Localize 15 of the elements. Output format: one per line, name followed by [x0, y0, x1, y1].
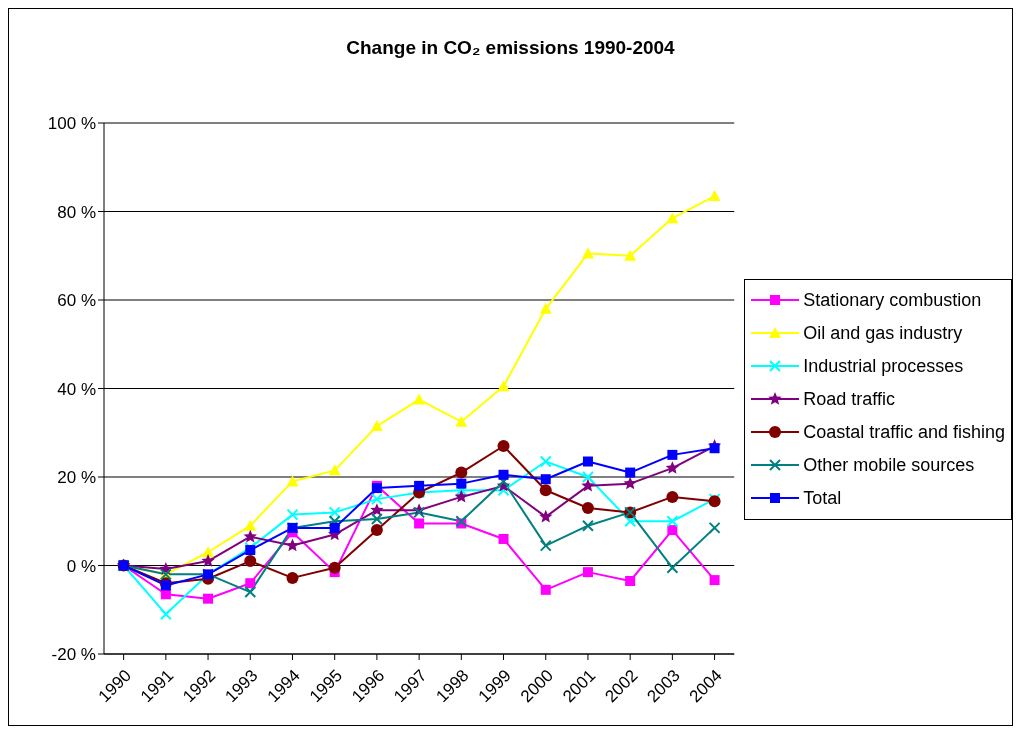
legend-label: Other mobile sources	[803, 454, 975, 476]
y-tick-label: 60 %	[57, 291, 96, 311]
legend-label: Road traffic	[803, 388, 895, 410]
legend-label: Coastal traffic and fishing	[803, 421, 1005, 443]
legend-label: Industrial processes	[803, 355, 964, 377]
legend-label: Total	[803, 487, 842, 509]
chart-title: Change in CO₂ emissions 1990-2004	[345, 37, 676, 59]
y-tick-label: 100 %	[47, 114, 96, 134]
legend-label: Oil and gas industry	[803, 322, 963, 344]
legend-label: Stationary combustion	[803, 289, 982, 311]
y-tick-label: 20 %	[57, 468, 96, 488]
y-tick-label: 40 %	[57, 379, 96, 399]
y-tick-label: -20 %	[51, 645, 96, 665]
y-tick-label: 80 %	[57, 202, 96, 222]
y-tick-label: 0 %	[66, 556, 96, 576]
